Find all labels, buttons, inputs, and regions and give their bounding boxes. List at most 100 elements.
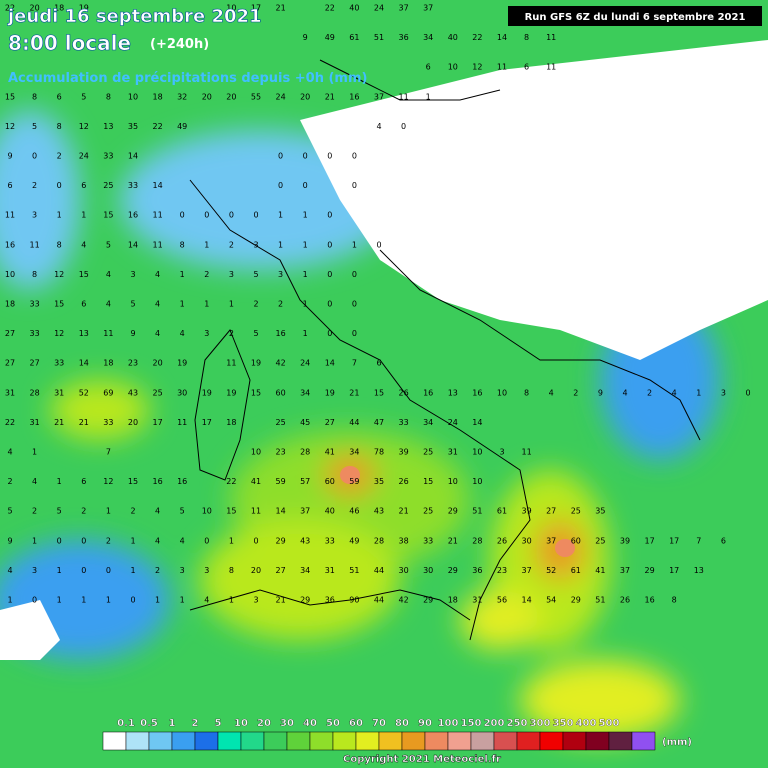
grid-value: 1 [7, 596, 12, 605]
grid-value: 39 [522, 507, 532, 516]
grid-value: 29 [300, 596, 310, 605]
grid-value: 14 [128, 240, 138, 249]
grid-value: 11 [251, 507, 261, 516]
grid-value: 6 [57, 92, 62, 101]
grid-value: 5 [7, 507, 12, 516]
grid-value: 22 [472, 33, 482, 42]
grid-value: 8 [180, 240, 185, 249]
grid-value: 6 [376, 359, 381, 368]
grid-value: 14 [522, 596, 532, 605]
legend-tick-label: 150 [461, 718, 482, 729]
grid-value: 69 [103, 388, 113, 397]
grid-value: 9 [130, 329, 135, 338]
grid-value: 11 [153, 240, 163, 249]
grid-value: 31 [54, 388, 64, 397]
grid-value: 8 [57, 240, 62, 249]
grid-value: 42 [399, 596, 409, 605]
grid-value: 43 [300, 536, 310, 545]
grid-value: 10 [448, 477, 458, 486]
grid-value: 22 [153, 122, 163, 131]
grid-value: 15 [374, 388, 384, 397]
grid-value: 16 [5, 240, 15, 249]
grid-value: 1 [32, 536, 37, 545]
grid-value: 11 [103, 329, 113, 338]
grid-value: 41 [325, 448, 335, 457]
grid-value: 44 [374, 596, 384, 605]
grid-value: 20 [202, 92, 212, 101]
grid-value: 25 [423, 507, 433, 516]
grid-value: 22 [5, 418, 15, 427]
grid-value: 1 [303, 240, 308, 249]
grid-value: 1 [32, 448, 37, 457]
grid-value: 25 [571, 507, 581, 516]
grid-value: 12 [54, 329, 64, 338]
grid-value: 4 [7, 448, 12, 457]
grid-value: 14 [153, 181, 163, 190]
grid-value: 1 [303, 270, 308, 279]
legend-swatch [125, 731, 150, 751]
grid-value: 16 [423, 388, 433, 397]
grid-value: 16 [153, 477, 163, 486]
grid-value: 17 [251, 4, 261, 13]
grid-value: 12 [103, 477, 113, 486]
legend-tick-label: 20 [257, 718, 271, 729]
grid-value: 18 [153, 92, 163, 101]
grid-value: 11 [5, 211, 15, 220]
grid-value: 13 [103, 122, 113, 131]
grid-value: 11 [497, 63, 507, 72]
grid-value: 4 [204, 596, 209, 605]
grid-value: 11 [226, 359, 236, 368]
grid-value: 8 [229, 566, 234, 575]
grid-value: 21 [276, 596, 286, 605]
grid-value: 0 [32, 152, 37, 161]
grid-value: 2 [32, 507, 37, 516]
grid-value: 1 [229, 300, 234, 309]
legend-tick-label: 400 [576, 718, 597, 729]
grid-value: 44 [374, 566, 384, 575]
grid-value: 6 [721, 536, 726, 545]
grid-value: 16 [128, 211, 138, 220]
grid-value: 37 [423, 4, 433, 13]
grid-value: 22 [226, 477, 236, 486]
grid-value: 0 [253, 211, 258, 220]
legend-swatch [608, 731, 633, 751]
grid-value: 3 [721, 388, 726, 397]
grid-value: 4 [155, 507, 160, 516]
grid-value: 28 [472, 536, 482, 545]
grid-value: 8 [524, 388, 529, 397]
grid-value: 8 [106, 92, 111, 101]
grid-value: 3 [253, 240, 258, 249]
grid-value: 1 [180, 300, 185, 309]
grid-value: 0 [278, 181, 283, 190]
grid-value: 34 [423, 418, 433, 427]
grid-value: 19 [325, 388, 335, 397]
grid-value: 16 [177, 477, 187, 486]
grid-value: 0 [57, 181, 62, 190]
grid-value: 24 [300, 359, 310, 368]
grid-value: 6 [81, 181, 86, 190]
grid-value: 13 [79, 329, 89, 338]
grid-value: 40 [448, 33, 458, 42]
legend-swatch [332, 731, 357, 751]
legend-unit: (mm) [662, 737, 692, 748]
grid-value: 30 [177, 388, 187, 397]
legend-swatch [217, 731, 242, 751]
legend-tick-label: 250 [507, 718, 528, 729]
grid-value: 2 [573, 388, 578, 397]
grid-value: 33 [54, 359, 64, 368]
grid-value: 1 [303, 329, 308, 338]
grid-value: 3 [204, 566, 209, 575]
grid-value: 21 [54, 418, 64, 427]
grid-value: 0 [745, 388, 750, 397]
grid-value: 0 [352, 270, 357, 279]
grid-value: 0 [327, 211, 332, 220]
grid-value: 24 [276, 92, 286, 101]
grid-value: 34 [349, 448, 359, 457]
grid-value: 29 [645, 566, 655, 575]
grid-value: 2 [278, 300, 283, 309]
grid-value: 1 [278, 211, 283, 220]
legend-tick-label: 80 [395, 718, 409, 729]
grid-value: 4 [622, 388, 627, 397]
grid-value: 5 [130, 300, 135, 309]
legend: 0.1 0.5 1 2 5 10 20 30 40 50 60 70 80 90 100 150 200 250 3… [102, 718, 692, 751]
